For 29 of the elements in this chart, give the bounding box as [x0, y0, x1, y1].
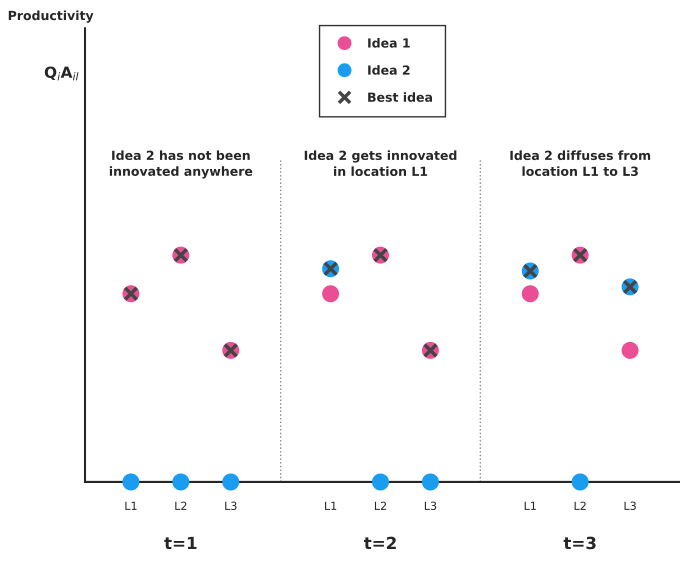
- x-tick-label: L2: [175, 502, 186, 510]
- point: [422, 473, 439, 490]
- x-tick-label: L1: [125, 502, 137, 510]
- x-tick-label: L1: [524, 502, 536, 510]
- point: [222, 473, 240, 490]
- text: Idea 2 diffuses from location L1 to L3: [510, 150, 650, 176]
- legend-label: Idea 1: [368, 38, 410, 48]
- text: t=3: [564, 536, 596, 550]
- point: [622, 342, 639, 359]
- point: [322, 285, 340, 302]
- point: [572, 473, 589, 490]
- legend-label: Best idea: [368, 92, 432, 102]
- text: Idea 2 has not been innovated anywhere: [110, 150, 252, 178]
- text: t=2: [364, 536, 396, 550]
- x-tick-label: L3: [424, 502, 436, 510]
- point: [372, 473, 390, 490]
- text: t=1: [164, 536, 196, 550]
- x-tick-label: L3: [624, 502, 636, 510]
- point: [122, 473, 140, 490]
- x-tick-label: L1: [325, 502, 336, 510]
- x-tick-label: L2: [574, 502, 586, 510]
- point: [522, 285, 539, 302]
- point: [172, 473, 190, 490]
- chart-title: Productivity: [8, 10, 94, 23]
- x-tick-label: L3: [225, 502, 236, 510]
- text: Idea 2 gets innovated in location L1: [304, 150, 456, 176]
- legend-label: Idea 2: [368, 65, 410, 75]
- x-tick-label: L2: [374, 502, 386, 510]
- text: Q$_{i}$A$_{il}$: [44, 66, 78, 80]
